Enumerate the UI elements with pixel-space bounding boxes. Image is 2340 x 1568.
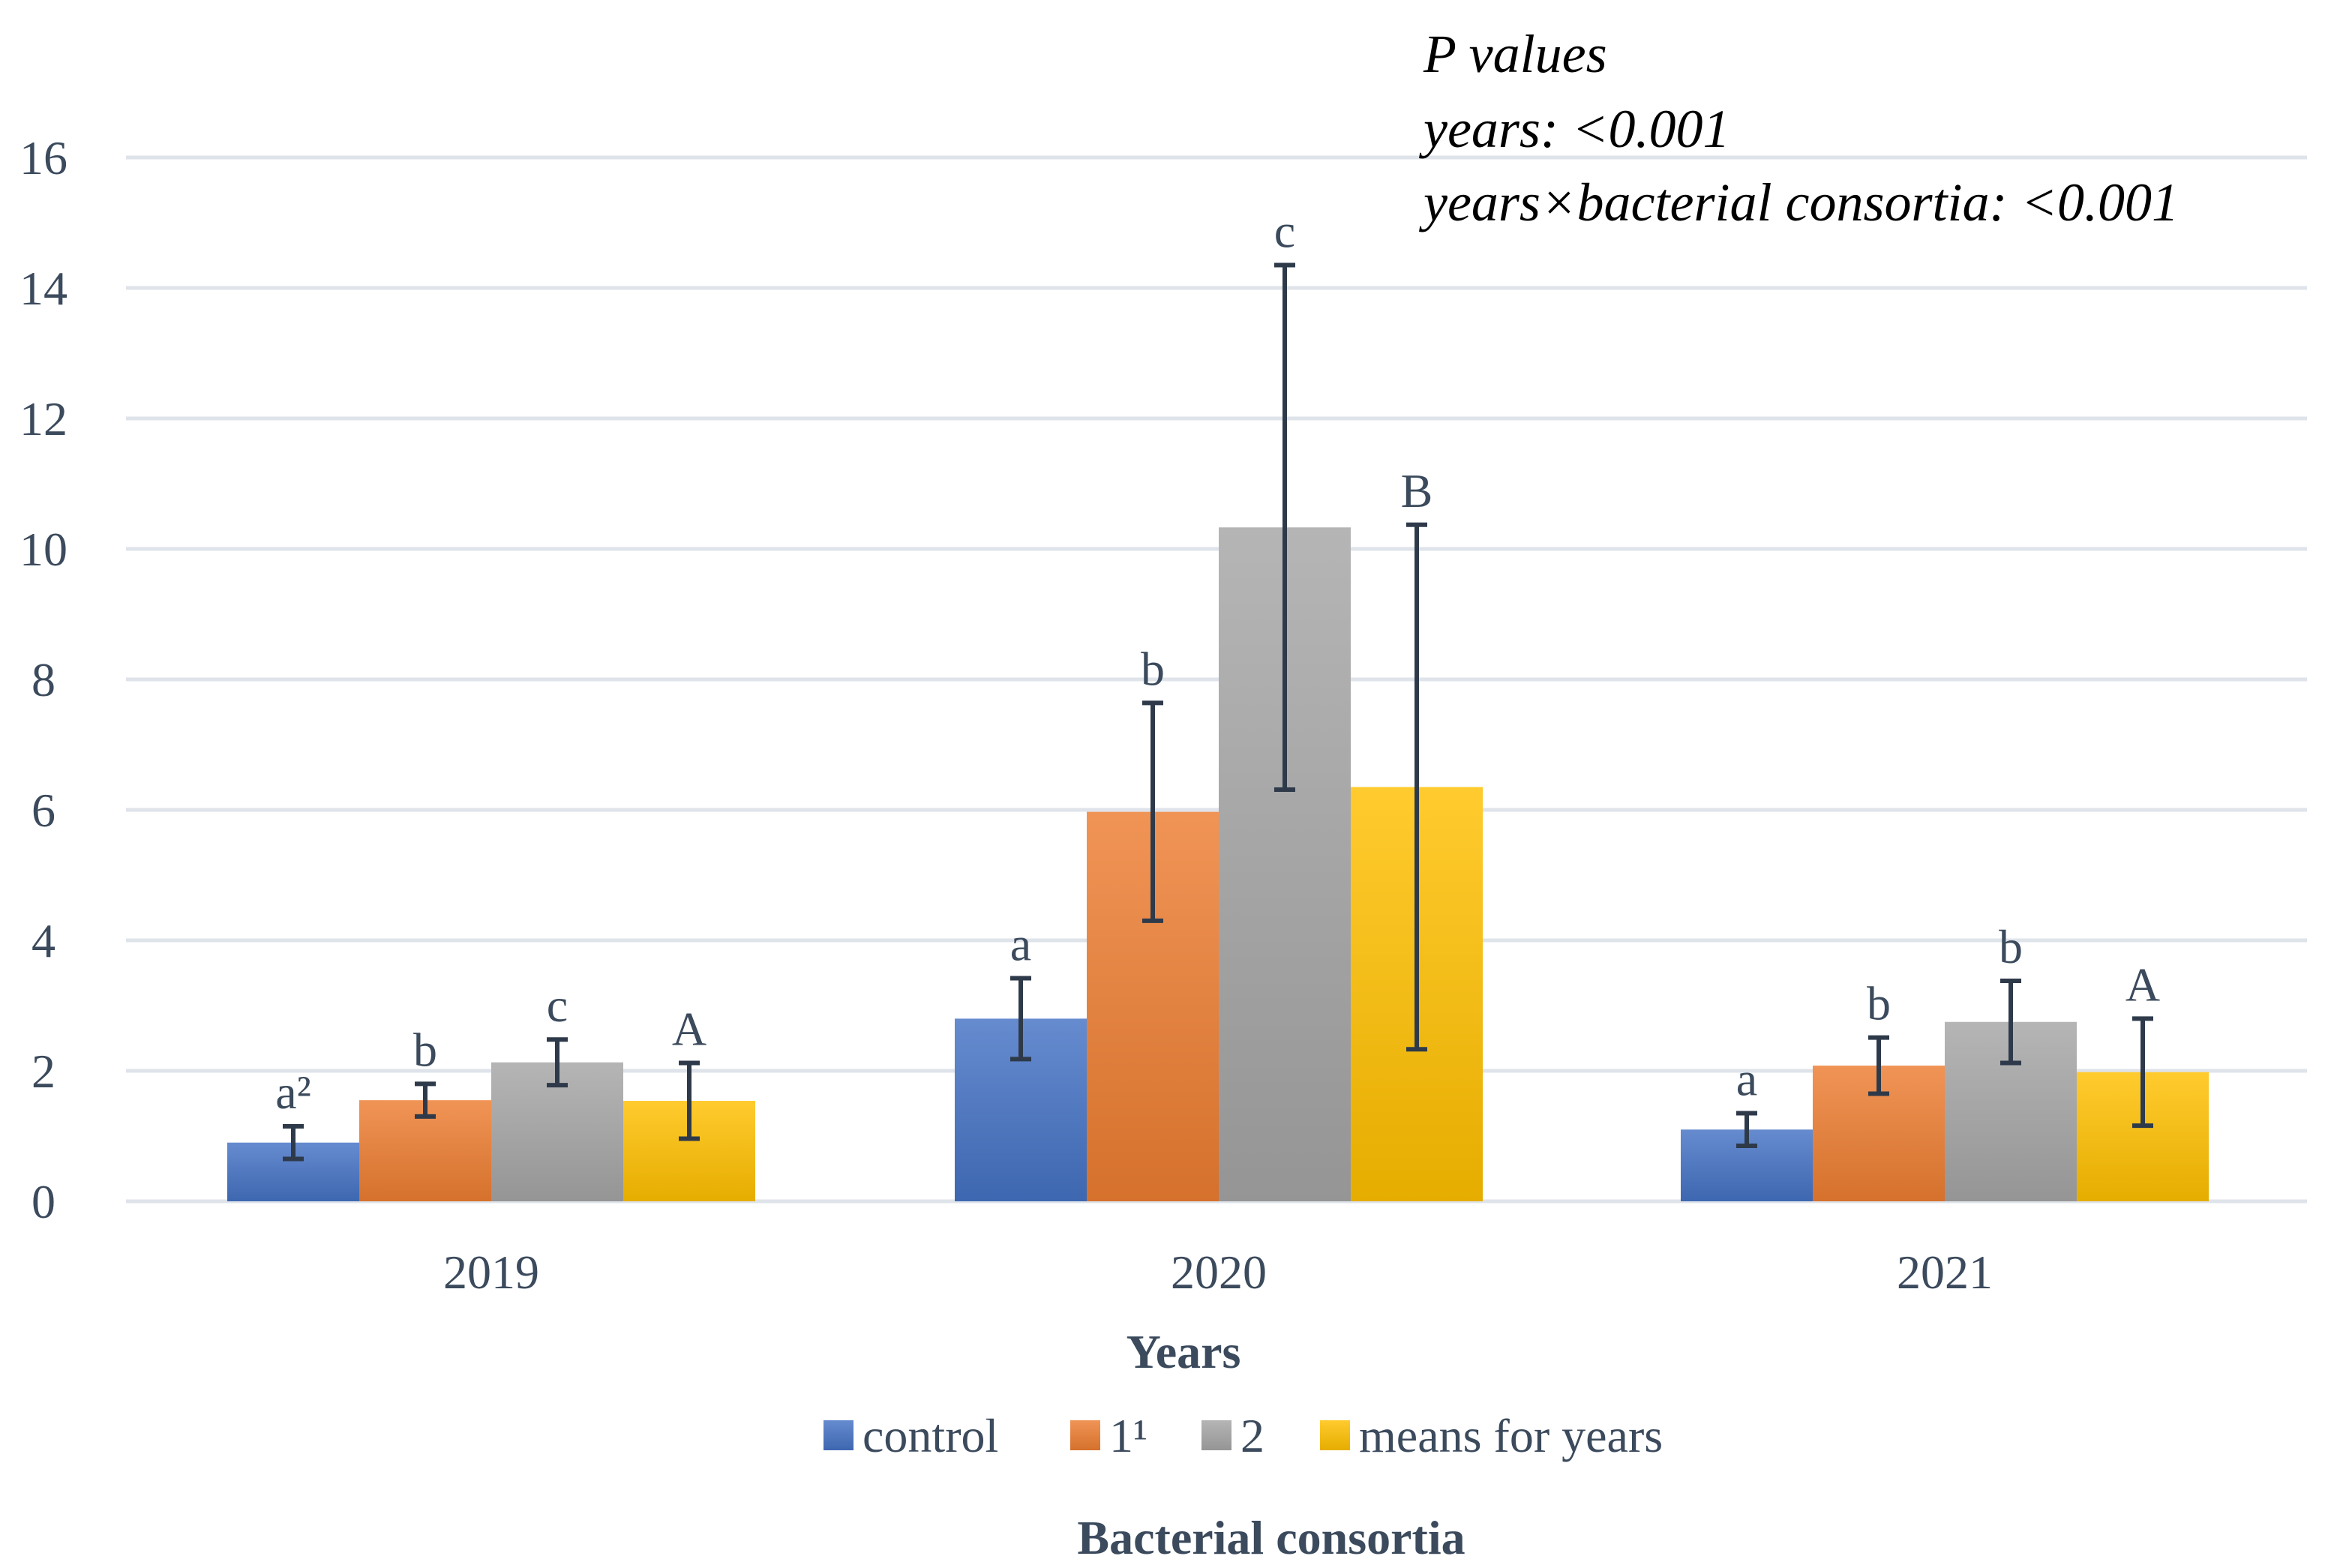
legend-title: Bacterial consortia — [1077, 1511, 1465, 1564]
legend-label: control — [862, 1409, 998, 1462]
y-tick-label: 4 — [32, 914, 56, 967]
y-axis-ticks: 0 2 4 6 8 10 12 14 16 — [20, 131, 68, 1228]
legend: control 1¹ 2 means for years — [824, 1409, 1663, 1462]
significance-letter: a — [1736, 1053, 1757, 1106]
p-value-years: years: <0.001 — [1418, 99, 1730, 159]
significance-letter: B — [1401, 464, 1433, 517]
legend-item: control — [824, 1409, 998, 1462]
significance-letter: c — [547, 979, 568, 1032]
error-bar — [679, 1060, 700, 1141]
y-tick-label: 16 — [20, 131, 68, 184]
legend-item: 1¹ — [1070, 1409, 1148, 1462]
error-bar — [547, 1037, 568, 1088]
error-bar — [1142, 700, 1163, 923]
error-bar — [283, 1123, 304, 1162]
significance-letter: a — [1010, 917, 1031, 970]
legend-item: means for years — [1320, 1409, 1663, 1462]
significance-letter: b — [1999, 920, 2023, 973]
significance-letter: b — [413, 1023, 437, 1076]
legend-swatch — [1070, 1420, 1100, 1450]
y-tick-label: 12 — [20, 392, 68, 445]
error-bars — [283, 262, 2153, 1162]
error-bar — [2000, 978, 2021, 1066]
error-bar — [2132, 1016, 2153, 1129]
error-bar — [1274, 262, 1295, 793]
legend-label: 2 — [1240, 1409, 1264, 1462]
y-tick-label: 6 — [32, 784, 56, 837]
y-tick-label: 0 — [32, 1175, 56, 1228]
error-bar — [1406, 522, 1427, 1052]
y-tick-label: 8 — [32, 653, 56, 706]
significance-letter: A — [672, 1003, 706, 1056]
p-value-interaction: years×bacterial consortia: <0.001 — [1418, 172, 2179, 232]
error-bar — [1868, 1035, 1889, 1096]
legend-swatch — [824, 1420, 854, 1450]
y-tick-label: 10 — [20, 523, 68, 576]
error-bar — [415, 1081, 436, 1119]
p-values-heading: P values — [1423, 24, 1607, 84]
x-axis-ticks: 2019 2020 2021 — [443, 1246, 1993, 1299]
significance-letter: c — [1274, 205, 1295, 258]
error-bar — [1010, 976, 1031, 1062]
x-tick-label: 2019 — [443, 1246, 539, 1299]
significance-letter: A — [2126, 958, 2160, 1011]
significance-letters: a² b c Aa b c Ba b b A — [275, 205, 2160, 1119]
legend-label: 1¹ — [1109, 1409, 1148, 1462]
p-values-annotation: P values years: <0.001 years×bacterial c… — [1418, 24, 2179, 232]
significance-letter: b — [1141, 642, 1165, 695]
x-tick-label: 2020 — [1171, 1246, 1267, 1299]
x-tick-label: 2021 — [1897, 1246, 1993, 1299]
legend-swatch — [1202, 1420, 1232, 1450]
y-tick-label: 14 — [20, 262, 68, 315]
bars — [227, 527, 2209, 1201]
significance-letter: a² — [275, 1066, 311, 1119]
y-tick-label: 2 — [32, 1045, 56, 1098]
gridlines — [126, 155, 2307, 1204]
significance-letter: b — [1867, 977, 1891, 1030]
legend-label: means for years — [1359, 1409, 1663, 1462]
x-axis-title: Years — [1126, 1325, 1241, 1378]
legend-swatch — [1320, 1420, 1350, 1450]
legend-item: 2 — [1202, 1409, 1264, 1462]
error-bar — [1736, 1111, 1757, 1149]
